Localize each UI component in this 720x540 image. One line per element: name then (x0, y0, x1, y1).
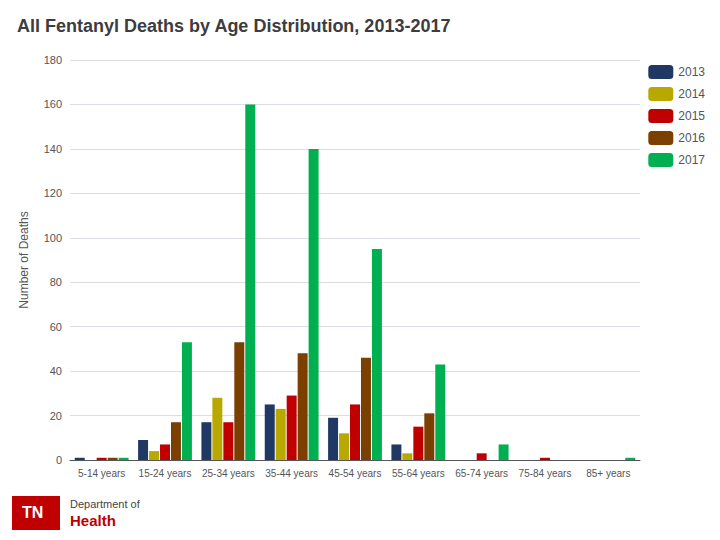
svg-text:100: 100 (44, 232, 62, 244)
svg-text:TN: TN (22, 504, 43, 521)
svg-text:5-14 years: 5-14 years (78, 468, 125, 479)
svg-text:15-24 years: 15-24 years (139, 468, 192, 479)
svg-text:2014: 2014 (678, 87, 705, 101)
svg-text:All Fentanyl Deaths by Age Dis: All Fentanyl Deaths by Age Distribution,… (17, 16, 450, 36)
svg-text:40: 40 (50, 365, 62, 377)
svg-text:80: 80 (50, 276, 62, 288)
svg-text:160: 160 (44, 98, 62, 110)
svg-text:140: 140 (44, 143, 62, 155)
svg-text:2013: 2013 (678, 65, 705, 79)
svg-text:120: 120 (44, 187, 62, 199)
svg-text:60: 60 (50, 321, 62, 333)
svg-text:20: 20 (50, 410, 62, 422)
svg-text:85+ years: 85+ years (586, 468, 630, 479)
svg-text:Health: Health (70, 512, 116, 529)
svg-text:180: 180 (44, 54, 62, 66)
svg-text:0: 0 (56, 454, 62, 466)
svg-text:55-64 years: 55-64 years (392, 468, 445, 479)
svg-text:65-74 years: 65-74 years (455, 468, 508, 479)
svg-text:Department of: Department of (70, 498, 141, 510)
svg-text:25-34 years: 25-34 years (202, 468, 255, 479)
svg-text:Number of Deaths: Number of Deaths (17, 211, 31, 308)
svg-text:35-44 years: 35-44 years (265, 468, 318, 479)
svg-text:2017: 2017 (678, 153, 705, 167)
svg-text:75-84 years: 75-84 years (519, 468, 572, 479)
svg-text:45-54 years: 45-54 years (329, 468, 382, 479)
svg-text:2015: 2015 (678, 109, 705, 123)
svg-text:2016: 2016 (678, 131, 705, 145)
